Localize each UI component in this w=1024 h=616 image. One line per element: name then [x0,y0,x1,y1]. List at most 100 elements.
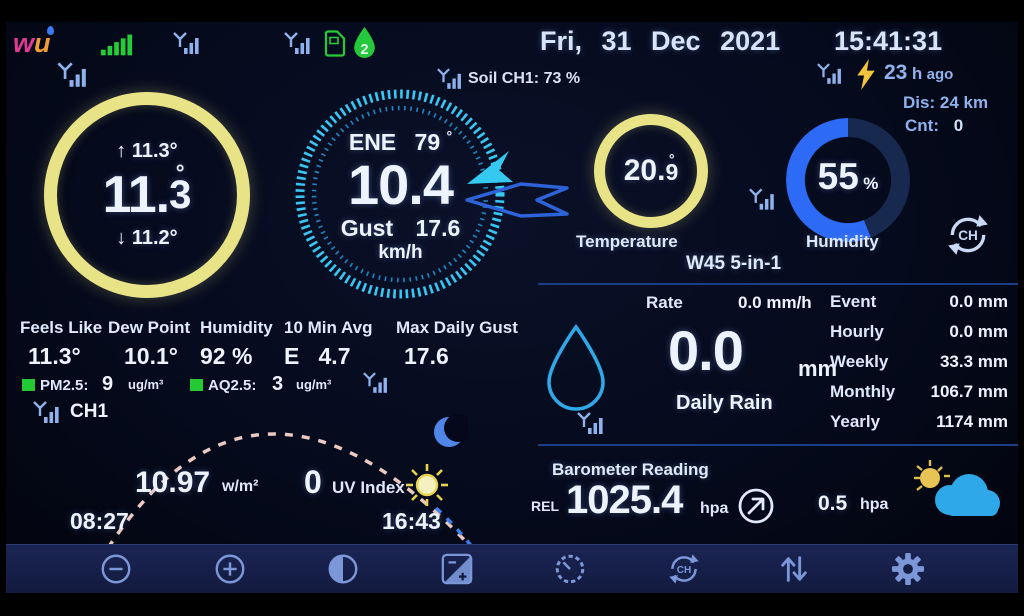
indoor-temp-value: 20. ° 9 [623,151,679,188]
bottom-toolbar: CH [6,544,1018,593]
wind-direction-arrows-icon [465,151,569,218]
soil-moisture-readout: Soil CH1: 73 % [468,70,580,88]
rain-row-label: Yearly [830,412,881,431]
lightning-suffix: ago [926,66,954,83]
stat-value: 92 % [200,343,253,369]
degree-symbol: ° [446,128,453,144]
rain-row-label: Weekly [830,352,889,371]
rain-totals-table: Event 0.0 mm Hourly 0.0 mm Weekly 33.3 m… [830,292,1008,442]
humidity-value: 55 % [786,156,910,198]
wind-speed: 10.4 [348,153,454,216]
humidity-label: Humidity [806,232,879,251]
soil-signal-icon [436,66,466,91]
rain-rate-label: Rate [646,293,683,312]
humidity-percent: % [863,174,879,193]
wind-direction: ENE [348,129,397,155]
daily-rain-value: 0.0 [668,319,744,382]
sun-icon [404,462,450,508]
rain-row-event: Event 0.0 mm [830,292,1008,312]
outdoor-high-value: 11.3° [131,140,178,162]
rain-row-value: 33.3 mm [939,352,1008,371]
wu-logo-droplet [46,26,54,35]
stat-value: 11.3° [28,343,81,369]
rain-row-value: 1174 mm [936,412,1008,431]
pressure-change-value: 0.5 [818,492,848,515]
stat-label: Dew Point [108,318,191,337]
lightning-signal-icon [816,61,846,86]
outdoor-current-temp: 11. ° 3 [103,162,192,225]
lightning-bolt-icon [856,58,876,91]
data-exchange-button[interactable] [776,552,812,586]
stat-max-daily-gust: Max Daily Gust 17.6 [396,318,518,370]
outdoor-temperature-gauge: ↑ 11.3° 11. ° 3 ↓ 11.2° [44,92,250,298]
barometer-ref-label: REL [531,498,559,514]
section-divider [538,283,1018,285]
stat-label: Max Daily Gust [396,318,518,337]
air-sensor-signal-icon [362,370,392,395]
ch1-signal-icon [32,399,64,425]
rain-row-monthly: Monthly 106.7 mm [830,382,1008,402]
aq25-value: 3 [272,373,284,395]
forecast-partly-cloudy-icon [904,458,1004,526]
sensor-signal-icon [283,30,315,56]
exposure-button[interactable] [439,552,475,586]
brightness-minus-button[interactable] [98,552,134,586]
lightning-count: Cnt: 0 [905,116,963,136]
lightning-unit: h [911,64,923,83]
aq25-unit: ug/m³ [296,377,332,392]
solar-radiation-value: 10.97 [135,466,211,499]
count-label: Cnt: [905,116,939,135]
lightning-hours: 23 [884,61,908,84]
solar-radiation-unit: w/m² [222,478,259,495]
wind-readout: ENE 79 ° 10.4 Gust 17.6 km/h [318,128,483,264]
sensor-signal-icon [172,30,204,56]
daily-rain-label: Daily Rain [676,392,773,414]
rain-drop-icon [540,322,612,414]
indoor-sensor-signal-icon [748,186,779,212]
channel-cycle-button[interactable]: CH [664,552,704,586]
rain-row-hourly: Hourly 0.0 mm [830,322,1008,342]
date-display: Fri, 31 Dec 2021 [540,26,781,56]
barometer-unit: hpa [700,500,729,517]
rain-row-label: Hourly [830,322,884,341]
soil-value: 73 % [543,70,581,87]
stat-label: Feels Like [20,318,103,337]
degree-symbol: ° [669,151,675,167]
stat-label: Humidity [200,318,273,337]
outdoor-low: ↓ 11.2° [116,227,177,250]
barometer-value: 1025.4 [566,478,683,522]
pm25-label: PM2.5: [40,377,89,394]
svg-text:CH: CH [958,228,978,243]
lightning-distance: Dis: 24 km [903,93,988,113]
contrast-button[interactable] [325,552,361,586]
stat-10min-avg: 10 Min Avg E 4.7 [284,318,372,370]
pressure-trend-icon [736,486,776,526]
sunrise-time: 08:27 [70,508,129,534]
sensor-signal-icon [56,60,92,89]
channel-indicator-icon[interactable]: CH [944,212,992,258]
outdoor-high: ↑ 11.3° [116,140,177,163]
indoor-temperature-gauge: 20. ° 9 [594,114,708,228]
sd-card-icon [322,29,346,58]
settings-button[interactable] [890,552,926,586]
pm25-unit: ug/m³ [128,377,164,392]
pm25-status-square [22,379,35,391]
indoor-temp-decimal: 9 [665,159,679,186]
uv-index-value: 0 [304,464,322,500]
wind-direction-row: ENE 79 ° [318,128,483,156]
indoor-temp-main: 20. [623,154,666,187]
stat-value: 17.6 [404,343,449,369]
channel-label: CH1 [70,401,109,422]
pressure-change-unit: hpa [860,496,889,513]
rain-alert-droplet-icon: 2 [351,26,378,59]
brightness-plus-button[interactable] [212,552,248,586]
count-value: 0 [953,116,964,135]
svg-text:2: 2 [360,42,368,58]
distance-label: Dis: [903,93,936,112]
wu-logo-u: u [34,26,54,58]
wind-unit: km/h [378,241,423,263]
stat-label: 10 Min Avg [284,318,373,337]
svg-text:CH: CH [677,565,692,576]
gauge-button[interactable] [552,552,588,586]
rain-row-value: 0.0 mm [949,322,1008,341]
